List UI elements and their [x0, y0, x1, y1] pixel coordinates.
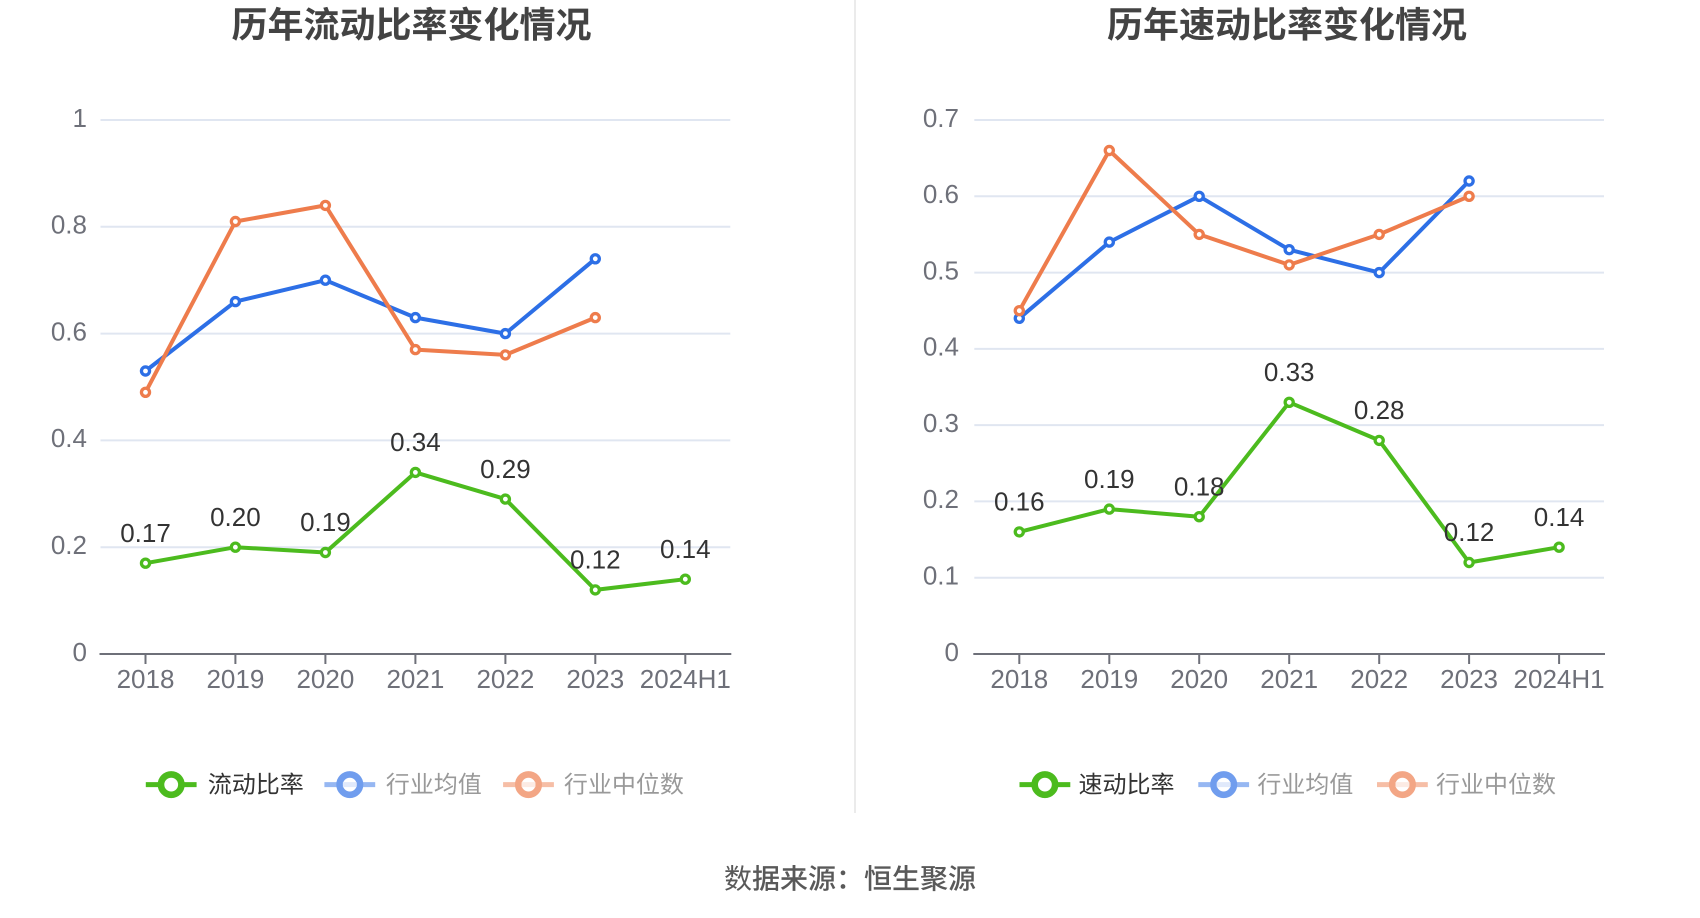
- svg-text:0.34: 0.34: [390, 427, 441, 457]
- svg-text:0.14: 0.14: [660, 534, 711, 564]
- svg-text:0.4: 0.4: [923, 332, 959, 362]
- svg-text:0: 0: [73, 637, 87, 667]
- svg-text:2023: 2023: [566, 664, 624, 694]
- svg-text:0.28: 0.28: [1354, 395, 1405, 425]
- svg-text:0.8: 0.8: [51, 210, 87, 240]
- svg-text:0.2: 0.2: [923, 484, 959, 514]
- svg-text:0.18: 0.18: [1174, 471, 1225, 501]
- svg-text:1: 1: [73, 103, 87, 133]
- svg-text:2022: 2022: [1350, 664, 1408, 694]
- svg-text:0.2: 0.2: [51, 530, 87, 560]
- svg-text:0: 0: [945, 637, 959, 667]
- svg-text:0.17: 0.17: [120, 518, 171, 548]
- svg-text:0.1: 0.1: [923, 561, 959, 591]
- svg-text:0.3: 0.3: [923, 408, 959, 438]
- svg-text:2018: 2018: [990, 664, 1048, 694]
- svg-text:0.33: 0.33: [1264, 357, 1315, 387]
- svg-text:0.7: 0.7: [923, 103, 959, 133]
- svg-text:0.14: 0.14: [1534, 502, 1585, 532]
- svg-text:0.12: 0.12: [1444, 517, 1495, 547]
- svg-text:2021: 2021: [386, 664, 444, 694]
- svg-text:2019: 2019: [206, 664, 264, 694]
- svg-text:2024H1: 2024H1: [1514, 664, 1605, 694]
- svg-text:2021: 2021: [1260, 664, 1318, 694]
- svg-text:2024H1: 2024H1: [640, 664, 731, 694]
- svg-text:0.6: 0.6: [51, 316, 87, 346]
- svg-text:2023: 2023: [1440, 664, 1498, 694]
- svg-text:0.19: 0.19: [300, 507, 351, 537]
- svg-text:0.5: 0.5: [923, 255, 959, 285]
- svg-text:0.4: 0.4: [51, 423, 87, 453]
- svg-text:0.12: 0.12: [570, 545, 621, 575]
- svg-text:0.16: 0.16: [994, 487, 1045, 517]
- svg-text:0.6: 0.6: [923, 179, 959, 209]
- svg-text:2020: 2020: [1170, 664, 1228, 694]
- svg-text:2019: 2019: [1080, 664, 1138, 694]
- svg-text:0.19: 0.19: [1084, 464, 1135, 494]
- svg-text:2020: 2020: [296, 664, 354, 694]
- svg-text:0.20: 0.20: [210, 502, 261, 532]
- svg-text:2018: 2018: [117, 664, 175, 694]
- svg-text:0.29: 0.29: [480, 454, 531, 484]
- svg-text:2022: 2022: [476, 664, 534, 694]
